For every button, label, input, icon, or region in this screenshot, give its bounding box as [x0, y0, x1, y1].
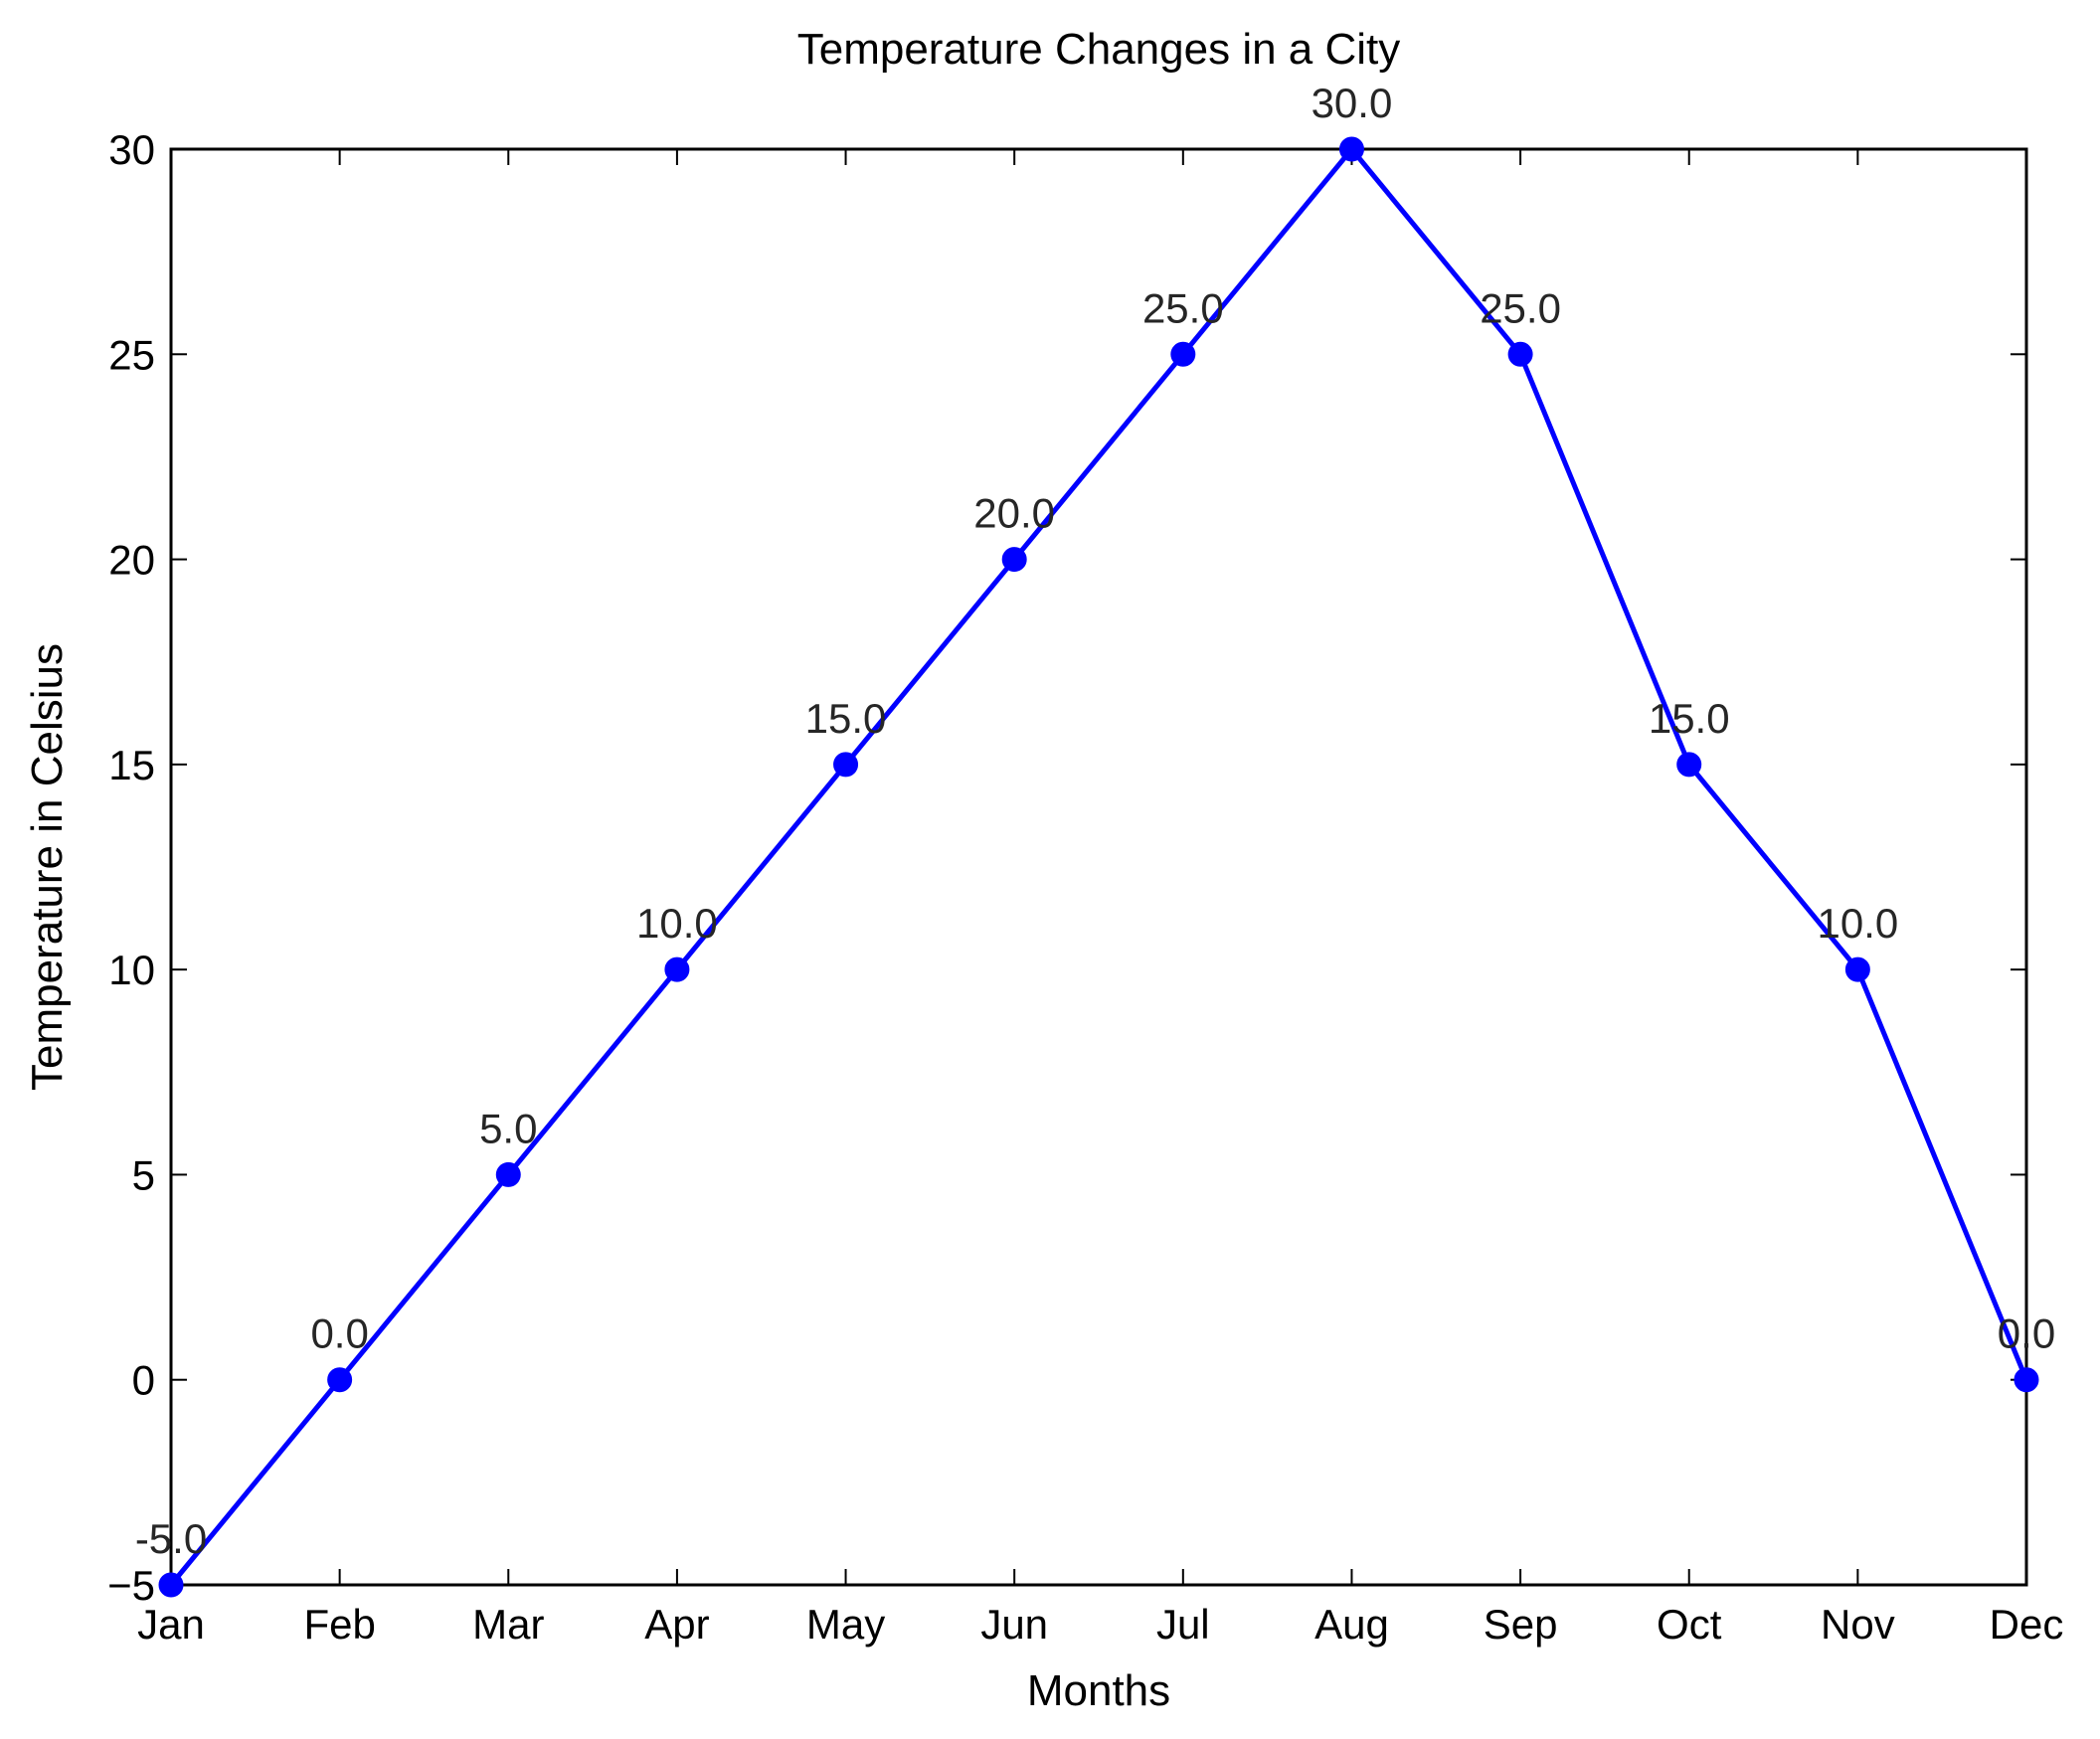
x-tick-label: Apr: [644, 1601, 709, 1648]
x-tick-label: Jul: [1156, 1601, 1210, 1648]
x-tick-label: Dec: [1990, 1601, 2064, 1648]
y-tick-label: 20: [108, 537, 155, 584]
data-label: 25.0: [1142, 284, 1224, 331]
y-axis-title: Temperature in Celsius: [23, 643, 72, 1091]
x-tick-label: Jan: [137, 1601, 205, 1648]
data-label: 0.0: [310, 1310, 368, 1357]
plot-frame: [169, 147, 2028, 1587]
data-label: 10.0: [636, 900, 718, 947]
y-tick-label: 10: [108, 947, 155, 993]
data-point: [495, 1161, 521, 1187]
data-point: [1507, 341, 1533, 367]
y-tick-label: 25: [108, 331, 155, 378]
y-tick-label: 15: [108, 742, 155, 788]
data-label: 15.0: [1649, 695, 1730, 742]
data-label: 0.0: [1998, 1310, 2055, 1357]
data-point: [664, 956, 690, 982]
data-label: -5.0: [135, 1515, 207, 1562]
x-tick-label: Jun: [980, 1601, 1048, 1648]
series-line: [169, 146, 2029, 1587]
data-label: 30.0: [1312, 80, 1393, 126]
data-label: 25.0: [1480, 284, 1561, 331]
x-axis-title: Months: [1027, 1666, 1170, 1715]
x-tick-label: Aug: [1314, 1601, 1389, 1648]
x-tick-label: Mar: [472, 1601, 544, 1648]
data-point: [1676, 752, 1702, 778]
plot-area: −5 0 5 10 15 20 25 30 Jan Feb Mar Apr May Jun Jul Aug Se…: [107, 80, 2063, 1648]
data-label: 20.0: [973, 490, 1055, 537]
data-point: [1001, 547, 1027, 573]
chart-title: Temperature Changes in a City: [797, 25, 1401, 74]
data-label: 5.0: [479, 1105, 537, 1151]
data-point: [2013, 1367, 2039, 1393]
x-tick-label: Feb: [303, 1601, 375, 1648]
y-tick-label: 5: [132, 1151, 155, 1198]
data-label: 10.0: [1817, 900, 1898, 947]
x-tick-label: Oct: [1657, 1601, 1722, 1648]
x-tick-label: Nov: [1821, 1601, 1895, 1648]
data-point: [1170, 341, 1196, 367]
y-tick-label: 0: [132, 1357, 155, 1404]
y-tick-label: −5: [107, 1562, 155, 1609]
x-tick-label: Sep: [1484, 1601, 1558, 1648]
data-label: 15.0: [805, 695, 887, 742]
data-point: [1338, 136, 1364, 162]
data-point: [327, 1367, 353, 1393]
y-tick-label: 30: [108, 126, 155, 173]
x-tick-label: May: [806, 1601, 885, 1648]
data-point: [833, 752, 859, 778]
data-point: [158, 1572, 184, 1598]
data-point: [1844, 956, 1870, 982]
